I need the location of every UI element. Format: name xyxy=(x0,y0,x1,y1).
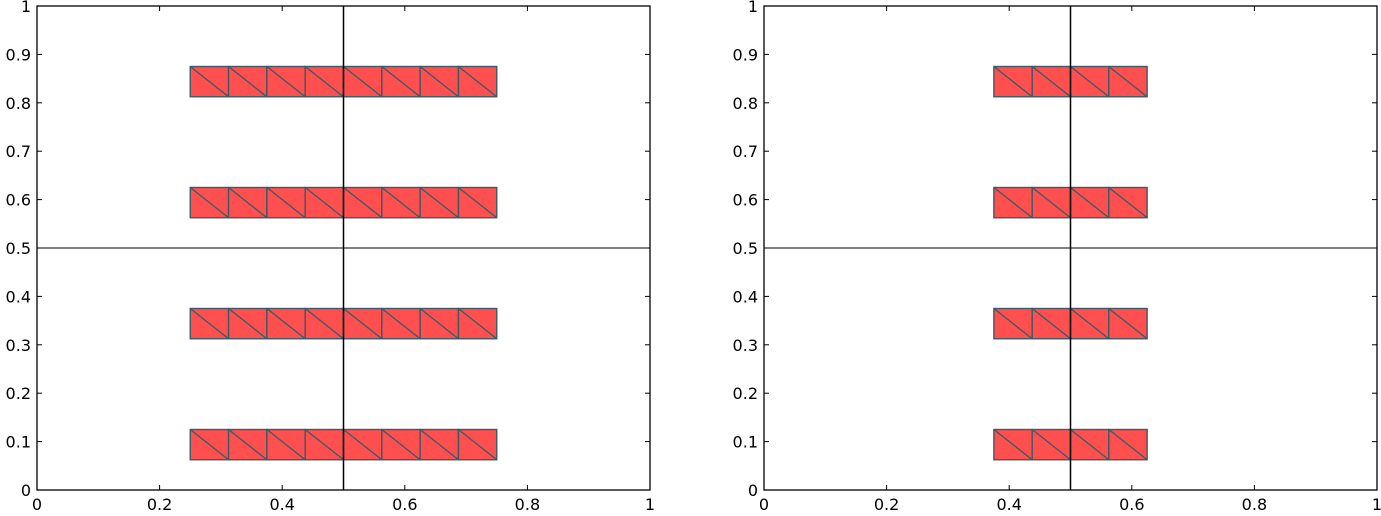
y-tick-label: 0.5 xyxy=(6,239,31,258)
mesh-cell-diagonal xyxy=(381,307,421,340)
x-tick-label: 0.2 xyxy=(147,495,172,514)
mesh-strip xyxy=(189,307,498,340)
mesh-cell-diagonal xyxy=(1031,186,1071,219)
mesh-cell-diagonal xyxy=(419,428,459,461)
mesh-cell-diagonal xyxy=(1070,65,1110,98)
y-tick-label: 0.7 xyxy=(733,142,758,161)
mesh-cell-diagonal xyxy=(304,428,344,461)
mesh-cell-diagonal xyxy=(189,186,229,219)
y-tick-label: 0.8 xyxy=(733,94,758,113)
y-tick-label: 0 xyxy=(21,481,31,500)
mesh-cell-diagonal xyxy=(228,186,268,219)
mesh-cell-diagonal xyxy=(343,65,383,98)
mesh-strip xyxy=(993,307,1148,340)
x-tick-label: 0.6 xyxy=(1119,495,1144,514)
mesh-cell-diagonal xyxy=(228,428,268,461)
mesh-strip xyxy=(993,186,1148,219)
x-tick-label: 0.8 xyxy=(1242,495,1267,514)
mesh-cell-diagonal xyxy=(189,65,229,98)
mesh-cell-diagonal xyxy=(343,428,383,461)
y-tick-label: 0.6 xyxy=(733,191,758,210)
mesh-cell-diagonal xyxy=(266,186,306,219)
y-tick-label: 0.8 xyxy=(6,94,31,113)
y-tick-label: 0 xyxy=(748,481,758,500)
y-tick-label: 0.3 xyxy=(6,336,31,355)
mesh-cell-diagonal xyxy=(1108,186,1148,219)
mesh-cell-diagonal xyxy=(381,186,421,219)
y-tick-label: 1 xyxy=(748,0,758,16)
mesh-cell-diagonal xyxy=(993,307,1033,340)
chart-panel-2: 0 0.2 0.4 0.6 0.8 1 0 0.1 0.2 0.3 0.4 0.5 0.6 0.7 0.8 0… xyxy=(733,0,1381,514)
mesh-cell-diagonal xyxy=(419,186,459,219)
y-tick-label: 0.9 xyxy=(733,45,758,64)
mesh-cell-diagonal xyxy=(266,307,306,340)
mesh-cell-diagonal xyxy=(304,186,344,219)
mesh-cell-diagonal xyxy=(343,186,383,219)
x-tick-label: 0 xyxy=(759,495,769,514)
mesh-cell-diagonal xyxy=(189,428,229,461)
mesh-cell-diagonal xyxy=(419,65,459,98)
x-tick-label: 0.8 xyxy=(515,495,540,514)
mesh-cell-diagonal xyxy=(266,428,306,461)
y-tick-label: 0.7 xyxy=(6,142,31,161)
mesh-cell-diagonal xyxy=(419,307,459,340)
x-tick-label: 1 xyxy=(1372,495,1381,514)
mesh-cell-diagonal xyxy=(1070,428,1110,461)
chart-panel-1: 0 0.2 0.4 0.6 0.8 1 0 0.1 0.2 0.3 0.4 0.5 0.6 0.7 0.8 0… xyxy=(6,0,656,514)
y-tick-label: 0.4 xyxy=(6,287,31,306)
mesh-cell-diagonal xyxy=(1031,65,1071,98)
mesh-strip xyxy=(993,65,1148,98)
mesh-cell-diagonal xyxy=(1031,307,1071,340)
mesh-cell-diagonal xyxy=(189,307,229,340)
x-tick-label: 1 xyxy=(645,495,655,514)
mesh-cell-diagonal xyxy=(1108,65,1148,98)
y-tick-label: 0.3 xyxy=(733,336,758,355)
mesh-cell-diagonal xyxy=(304,65,344,98)
mesh-cell-diagonal xyxy=(458,307,498,340)
x-tick-label: 0.4 xyxy=(996,495,1021,514)
y-tick-label: 0.1 xyxy=(733,433,758,452)
mesh-cell-diagonal xyxy=(1108,307,1148,340)
mesh-cell-diagonal xyxy=(381,428,421,461)
mesh-cell-diagonal xyxy=(458,428,498,461)
mesh-cell-diagonal xyxy=(1070,186,1110,219)
mesh-strip xyxy=(189,186,498,219)
x-tick-label: 0.2 xyxy=(874,495,899,514)
mesh-strip xyxy=(189,65,498,98)
y-tick-label: 0.1 xyxy=(6,433,31,452)
mesh-cell-diagonal xyxy=(1070,307,1110,340)
x-tick-label: 0.4 xyxy=(269,495,294,514)
y-tick-label: 0.9 xyxy=(6,45,31,64)
y-tick-label: 0.2 xyxy=(733,384,758,403)
mesh-cell-diagonal xyxy=(993,186,1033,219)
mesh-cell-diagonal xyxy=(993,65,1033,98)
mesh-cell-diagonal xyxy=(458,186,498,219)
y-tick-label: 0.6 xyxy=(6,191,31,210)
x-tick-label: 0.6 xyxy=(392,495,417,514)
mesh-cell-diagonal xyxy=(228,65,268,98)
mesh-cell-diagonal xyxy=(1031,428,1071,461)
mesh-cell-diagonal xyxy=(304,307,344,340)
x-tick-label: 0 xyxy=(32,495,42,514)
mesh-cell-diagonal xyxy=(228,307,268,340)
mesh-strip xyxy=(993,428,1148,461)
mesh-cell-diagonal xyxy=(1108,428,1148,461)
mesh-cell-diagonal xyxy=(458,65,498,98)
y-tick-label: 1 xyxy=(21,0,31,16)
mesh-strip xyxy=(189,428,498,461)
mesh-cell-diagonal xyxy=(381,65,421,98)
mesh-cell-diagonal xyxy=(993,428,1033,461)
mesh-cell-diagonal xyxy=(266,65,306,98)
y-tick-label: 0.5 xyxy=(733,239,758,258)
y-tick-label: 0.2 xyxy=(6,384,31,403)
mesh-cell-diagonal xyxy=(343,307,383,340)
y-tick-label: 0.4 xyxy=(733,287,758,306)
